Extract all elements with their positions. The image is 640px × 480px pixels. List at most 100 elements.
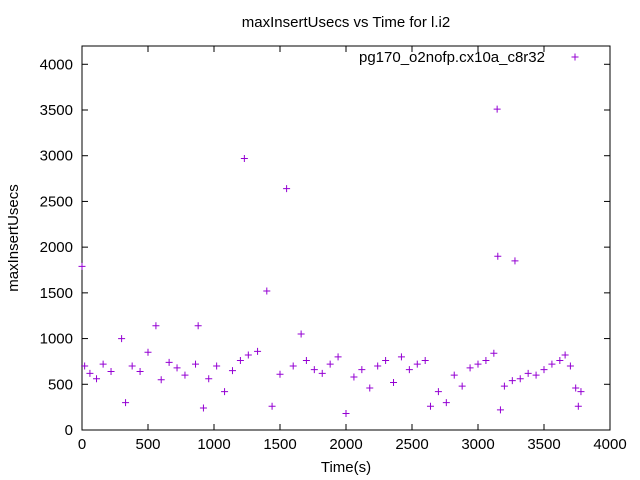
data-point: [326, 360, 334, 368]
data-point: [144, 348, 152, 356]
data-point: [268, 402, 276, 410]
x-axis-label: Time(s): [321, 459, 371, 476]
x-tick-label: 2500: [395, 436, 428, 453]
data-point: [118, 335, 126, 343]
y-tick-label: 3000: [40, 148, 73, 165]
y-tick-label: 1500: [40, 285, 73, 302]
data-point: [122, 399, 130, 407]
y-axis-label: maxInsertUsecs: [5, 184, 22, 292]
legend: pg170_o2nofp.cx10a_c8r32: [359, 49, 579, 66]
data-point: [81, 362, 89, 370]
data-point: [508, 377, 516, 385]
data-points: [78, 105, 585, 418]
y-tick-label: 0: [65, 422, 73, 439]
data-point: [213, 362, 221, 370]
data-point: [165, 358, 173, 366]
y-tick-label: 3500: [40, 102, 73, 119]
legend-label: pg170_o2nofp.cx10a_c8r32: [359, 49, 545, 66]
y-tick-label: 4000: [40, 56, 73, 73]
data-point: [107, 367, 115, 375]
data-point: [244, 351, 252, 359]
chart-title: maxInsertUsecs vs Time for l.i2: [242, 14, 450, 31]
x-tick-label: 1500: [263, 436, 296, 453]
data-point: [561, 351, 569, 359]
data-point: [466, 364, 474, 372]
data-point: [199, 404, 207, 412]
data-point: [205, 375, 213, 383]
data-point: [194, 322, 202, 330]
data-point: [566, 362, 574, 370]
data-point: [152, 322, 160, 330]
data-point: [450, 371, 458, 379]
data-point: [426, 402, 434, 410]
data-point: [297, 330, 305, 338]
x-tick-label: 3000: [461, 436, 494, 453]
data-point: [93, 375, 101, 383]
data-point: [289, 362, 297, 370]
y-tick-label: 500: [48, 376, 73, 393]
data-point: [458, 382, 466, 390]
data-point: [548, 360, 556, 368]
data-point: [99, 360, 107, 368]
y-tick-label: 1000: [40, 331, 73, 348]
data-point: [358, 366, 366, 374]
x-tick-label: 1000: [197, 436, 230, 453]
data-point: [221, 388, 229, 396]
data-point: [283, 185, 291, 193]
data-point: [442, 399, 450, 407]
data-point: [318, 369, 326, 377]
data-point: [493, 105, 501, 113]
data-point: [192, 360, 200, 368]
y-tick-label: 2500: [40, 193, 73, 210]
data-point: [511, 257, 519, 265]
data-point: [574, 402, 582, 410]
data-point: [524, 369, 532, 377]
axis-ticks: 0 500 1000 1500 2000 2500 3000 3500 4000 0 500 1000…: [40, 46, 627, 453]
legend-marker-symbol: [571, 53, 579, 61]
data-point: [228, 367, 236, 375]
data-point: [577, 388, 585, 396]
data-point: [366, 384, 374, 392]
x-tick-label: 0: [78, 436, 86, 453]
data-point: [302, 357, 310, 365]
data-point: [157, 376, 165, 384]
data-point: [405, 366, 413, 374]
data-point: [516, 375, 524, 383]
data-point: [496, 406, 504, 414]
data-point: [474, 360, 482, 368]
legend-marker: [571, 53, 579, 61]
data-point: [334, 353, 342, 361]
x-tick-label: 2000: [329, 436, 362, 453]
data-point: [397, 353, 405, 361]
data-point: [390, 378, 398, 386]
x-tick-label: 500: [135, 436, 160, 453]
data-point: [78, 262, 86, 270]
data-point: [310, 366, 318, 374]
data-point: [128, 362, 136, 370]
data-point: [494, 252, 502, 260]
data-point: [413, 360, 421, 368]
data-point: [540, 366, 548, 374]
data-point: [276, 370, 284, 378]
data-point: [263, 287, 271, 295]
data-point: [421, 357, 429, 365]
plot-area-frame: [81, 45, 611, 431]
data-point: [572, 384, 580, 392]
data-point: [342, 410, 350, 418]
data-point: [434, 388, 442, 396]
data-point: [374, 362, 382, 370]
data-point: [382, 357, 390, 365]
data-point: [490, 349, 498, 357]
x-tick-label: 4000: [593, 436, 626, 453]
data-point: [482, 357, 490, 365]
y-tick-label: 2000: [40, 239, 73, 256]
data-point: [240, 154, 248, 162]
data-point: [181, 371, 189, 379]
data-point: [500, 382, 508, 390]
data-point: [136, 367, 144, 375]
x-tick-label: 3500: [527, 436, 560, 453]
data-point: [236, 357, 244, 365]
data-point: [350, 373, 358, 381]
data-point: [173, 364, 181, 372]
